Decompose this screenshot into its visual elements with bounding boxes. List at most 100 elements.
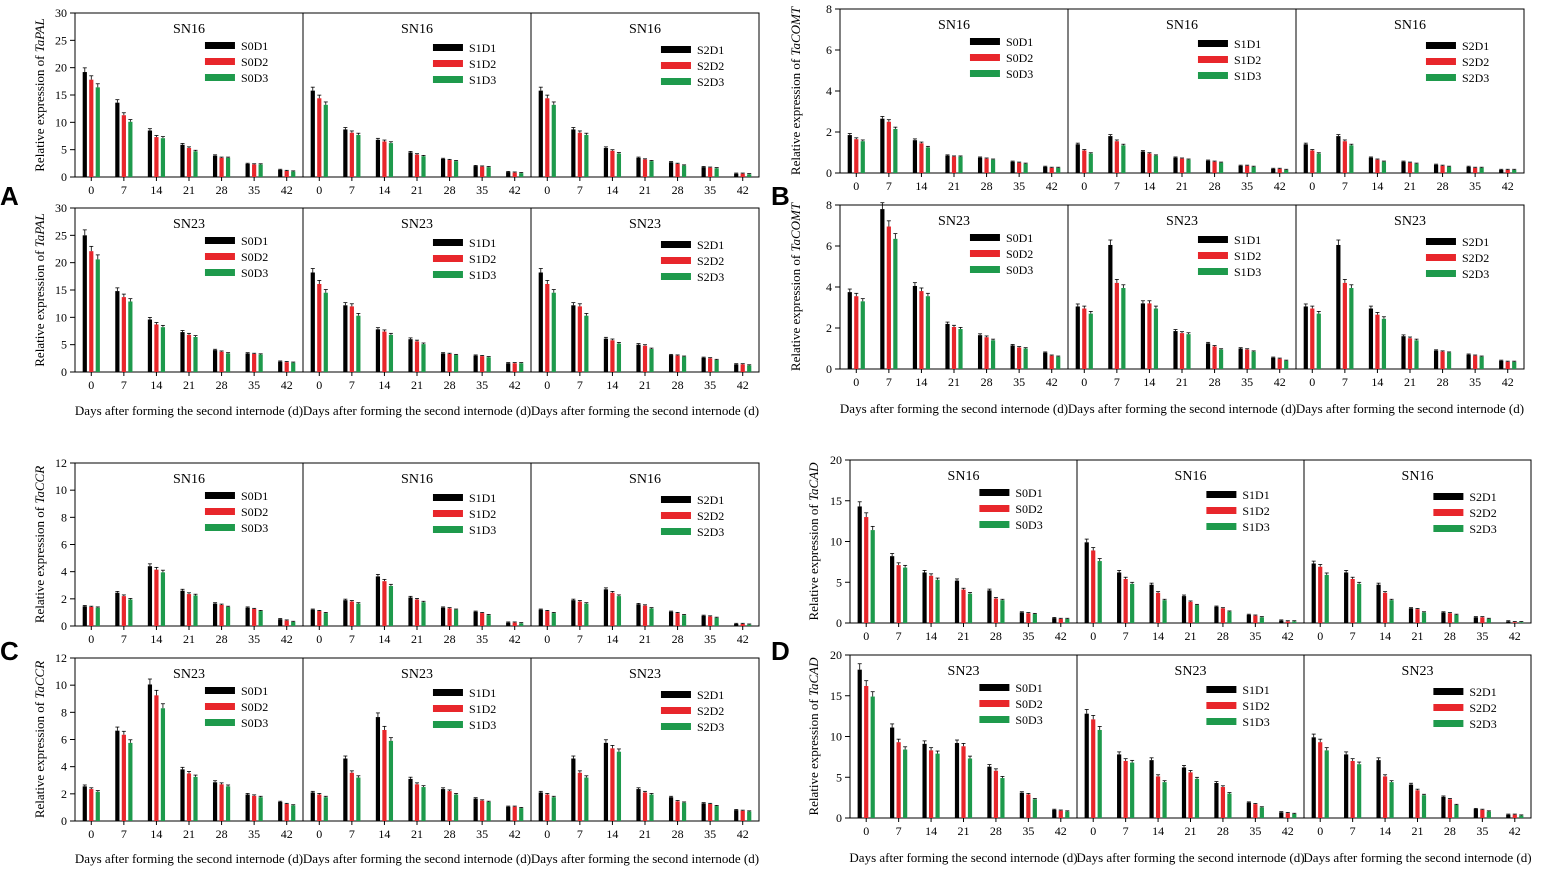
bar-S1D3-day-35 bbox=[1259, 617, 1264, 623]
x-tick-label: 0 bbox=[1317, 824, 1323, 838]
bar-S1D2-day-28 bbox=[447, 791, 452, 821]
y-tick-label: 15 bbox=[830, 689, 842, 703]
bar-S0D2-day-0 bbox=[89, 79, 94, 177]
bar-S1D2-day-14 bbox=[382, 331, 387, 372]
legend-label-S0D1: S0D1 bbox=[1006, 35, 1033, 49]
legend-label-S0D3: S0D3 bbox=[1015, 713, 1042, 727]
bar-S2D3-day-14 bbox=[1381, 161, 1387, 173]
x-tick-label: 35 bbox=[248, 378, 260, 392]
y-tick-label: 30 bbox=[55, 201, 67, 215]
bar-S1D2-day-0 bbox=[1091, 719, 1096, 818]
bar-S0D2-day-14 bbox=[919, 143, 924, 173]
bar-S2D3-day-35 bbox=[1479, 356, 1484, 369]
bar-S0D3-day-35 bbox=[258, 797, 263, 821]
bar-S2D3-day-7 bbox=[584, 603, 589, 626]
legend-swatch-S0D3 bbox=[969, 70, 1000, 77]
bar-S0D2-day-28 bbox=[984, 158, 989, 173]
y-tick-label: 0 bbox=[836, 811, 842, 825]
x-tick-label: 0 bbox=[853, 179, 859, 193]
x-tick-label: 0 bbox=[316, 827, 322, 841]
bar-S0D2-day-7 bbox=[121, 734, 126, 821]
bar-S2D3-day-35 bbox=[1486, 618, 1491, 623]
legend-label-S1D1: S1D1 bbox=[469, 236, 496, 250]
x-axis-label: Days after forming the second internode … bbox=[75, 851, 303, 866]
bar-S0D2-day-21 bbox=[961, 589, 966, 623]
x-tick-label: 7 bbox=[1350, 629, 1356, 643]
panel-letter-A: A bbox=[0, 181, 19, 211]
x-tick-label: 14 bbox=[378, 632, 390, 646]
y-tick-label: 8 bbox=[826, 198, 832, 212]
x-tick-label: 35 bbox=[704, 183, 716, 197]
bar-S2D2-day-42 bbox=[740, 364, 745, 372]
legend-swatch-S1D2 bbox=[1206, 702, 1237, 709]
bar-S1D3-day-28 bbox=[1218, 349, 1224, 369]
x-tick-label: 21 bbox=[1176, 179, 1188, 193]
bar-S0D2-day-14 bbox=[154, 137, 159, 177]
bar-S1D2-day-21 bbox=[1188, 601, 1193, 623]
x-tick-label: 42 bbox=[509, 632, 521, 646]
bar-S2D3-day-0 bbox=[1316, 313, 1321, 369]
bar-S2D2-day-21 bbox=[1407, 338, 1413, 369]
bar-S1D1-day-14 bbox=[375, 329, 381, 372]
x-tick-label: 21 bbox=[411, 827, 423, 841]
legend-label-S1D3: S1D3 bbox=[1234, 265, 1261, 279]
bar-S2D2-day-21 bbox=[1415, 609, 1420, 623]
y-tick-label: 10 bbox=[55, 310, 67, 324]
legend-label-S0D2: S0D2 bbox=[241, 505, 268, 519]
bar-S0D2-day-0 bbox=[89, 606, 94, 626]
bar-S0D3-day-35 bbox=[1023, 348, 1028, 369]
bar-S2D3-day-14 bbox=[1389, 600, 1394, 623]
bar-S1D1-day-7 bbox=[1117, 572, 1122, 623]
legend-label-S1D2: S1D2 bbox=[1234, 53, 1261, 67]
x-tick-label: 7 bbox=[577, 632, 583, 646]
bar-S0D1-day-0 bbox=[857, 506, 862, 623]
bar-S0D2-day-14 bbox=[154, 695, 159, 821]
legend-label-S0D2: S0D2 bbox=[1006, 51, 1033, 65]
legend-label-S2D3: S2D3 bbox=[697, 525, 724, 539]
x-tick-label: 42 bbox=[1509, 824, 1521, 838]
bar-S0D3-day-0 bbox=[95, 791, 100, 821]
bar-S0D3-day-28 bbox=[225, 353, 231, 372]
bar-S1D1-day-0 bbox=[310, 90, 315, 177]
legend-label-S2D1: S2D1 bbox=[697, 688, 724, 702]
bar-S2D3-day-7 bbox=[584, 315, 589, 372]
bar-S1D1-day-28 bbox=[440, 789, 446, 821]
bar-S2D1-day-42 bbox=[734, 623, 739, 626]
x-tick-label: 0 bbox=[316, 378, 322, 392]
bar-S1D1-day-21 bbox=[408, 597, 413, 626]
x-tick-label: 21 bbox=[958, 629, 970, 643]
x-tick-label: 28 bbox=[1217, 824, 1229, 838]
legend-label-S0D3: S0D3 bbox=[1015, 518, 1042, 532]
bar-S0D2-day-0 bbox=[854, 139, 859, 173]
bar-S2D3-day-14 bbox=[616, 153, 622, 177]
bar-S1D1-day-28 bbox=[1205, 343, 1211, 369]
legend-label-S2D1: S2D1 bbox=[1469, 685, 1496, 699]
legend-label-S0D1: S0D1 bbox=[241, 489, 268, 503]
bar-S1D2-day-7 bbox=[349, 306, 354, 372]
bar-S2D1-day-42 bbox=[1506, 621, 1511, 623]
bar-S1D2-day-7 bbox=[349, 132, 354, 177]
bar-S1D1-day-21 bbox=[1173, 331, 1178, 369]
bar-S2D3-day-0 bbox=[551, 292, 556, 372]
x-tick-label: 35 bbox=[704, 378, 716, 392]
bar-S1D3-day-42 bbox=[519, 173, 524, 177]
bar-S1D3-day-21 bbox=[421, 602, 426, 626]
bar-S0D1-day-28 bbox=[212, 155, 218, 177]
bar-S2D3-day-35 bbox=[714, 806, 719, 821]
x-tick-label: 21 bbox=[639, 632, 651, 646]
bar-S1D3-day-35 bbox=[1259, 807, 1264, 818]
y-tick-label: 4 bbox=[61, 565, 67, 579]
x-tick-label: 14 bbox=[606, 183, 618, 197]
bar-S1D3-day-7 bbox=[356, 603, 361, 626]
legend-swatch-S1D3 bbox=[1197, 72, 1228, 79]
legend-swatch-S2D3 bbox=[1425, 270, 1456, 277]
bar-S2D3-day-0 bbox=[551, 613, 556, 626]
y-tick-label: 2 bbox=[61, 592, 67, 606]
panel-letter-C: C bbox=[0, 636, 19, 666]
bar-S2D2-day-21 bbox=[1407, 162, 1413, 173]
bar-S2D2-day-14 bbox=[1375, 314, 1380, 369]
bar-S2D1-day-7 bbox=[571, 758, 576, 821]
bar-S1D1-day-42 bbox=[1271, 168, 1276, 173]
legend-swatch-S1D3 bbox=[432, 526, 463, 533]
bar-S0D3-day-28 bbox=[990, 159, 996, 173]
